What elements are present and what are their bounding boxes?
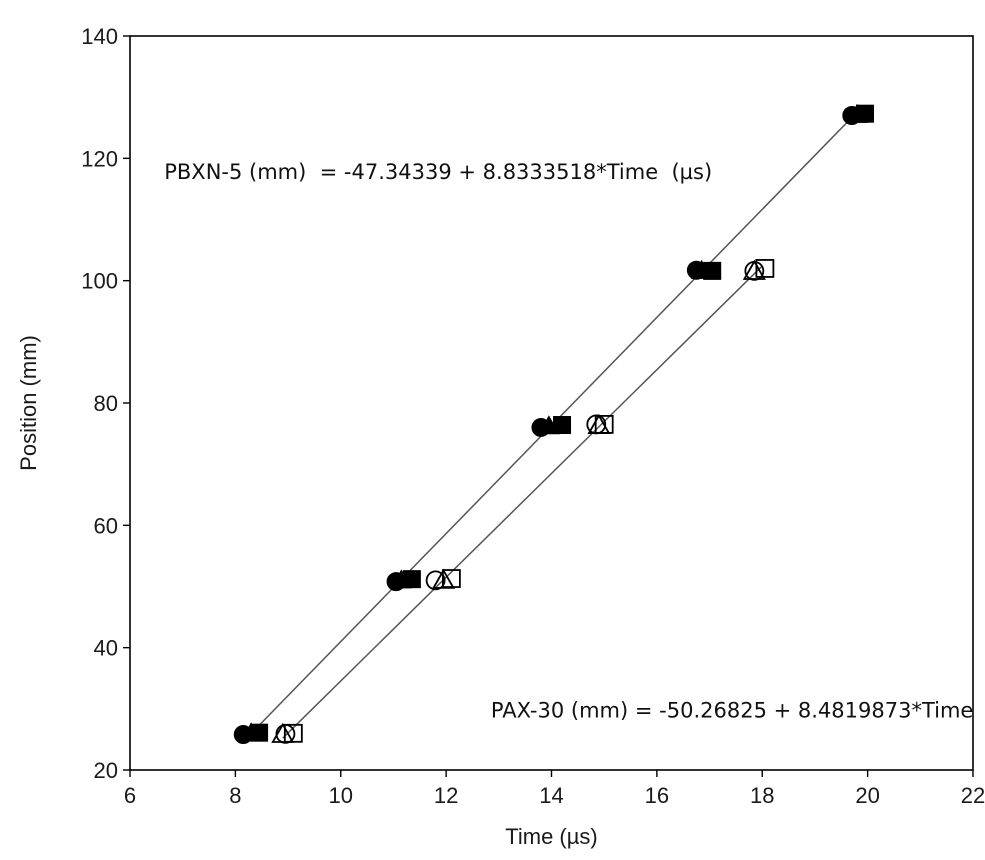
x-tick-label: 16	[645, 783, 669, 808]
y-tick-label: 100	[81, 269, 118, 294]
x-tick-label: 20	[855, 783, 879, 808]
hollow-square-point	[755, 259, 775, 278]
filled-square-point	[855, 104, 874, 123]
data-points	[233, 103, 874, 745]
plot-frame	[129, 35, 974, 771]
hollow-square-point	[283, 723, 303, 743]
x-tick-label: 22	[961, 783, 985, 808]
y-tick-label: 60	[94, 513, 118, 538]
hollow-square-point	[441, 569, 461, 588]
hollow-triangle-point	[742, 259, 766, 280]
hollow-square-point	[594, 415, 614, 434]
x-tick-label: 6	[124, 783, 136, 808]
y-tick-label: 40	[94, 636, 118, 661]
y-axis-title: Position (mm)	[16, 335, 41, 471]
filled-square-point	[553, 416, 572, 435]
x-tick-label: 12	[434, 783, 458, 808]
x-tick-label: 8	[229, 783, 241, 808]
y-tick-label: 80	[94, 391, 118, 416]
y-tick-label: 140	[81, 24, 118, 49]
filled-square-point	[703, 261, 722, 280]
hollow-circle-point	[425, 570, 446, 591]
y-tick-label: 20	[94, 758, 118, 783]
pax30-fit-equation: PAX-30 (mm) = -50.26825 + 8.4819873*Time…	[491, 698, 985, 722]
axes	[123, 35, 974, 777]
pbxn5-fit-equation: PBXN-5 (mm) = -47.34339 + 8.8333518*Time…	[164, 160, 712, 184]
tick-labels: 6 8 10 12 14 16 18 20 22 20 40 60 80 100 120 140	[81, 24, 985, 808]
filled-square-point	[250, 723, 269, 742]
hollow-triangle-point	[271, 722, 295, 743]
x-tick-label: 14	[539, 783, 563, 808]
fit-line-1	[282, 265, 763, 739]
x-axis-title: Time (µs)	[505, 824, 598, 849]
x-tick-label: 10	[329, 783, 353, 808]
filled-square-point	[402, 570, 421, 589]
y-tick-label: 120	[81, 146, 118, 171]
x-tick-label: 18	[750, 783, 774, 808]
